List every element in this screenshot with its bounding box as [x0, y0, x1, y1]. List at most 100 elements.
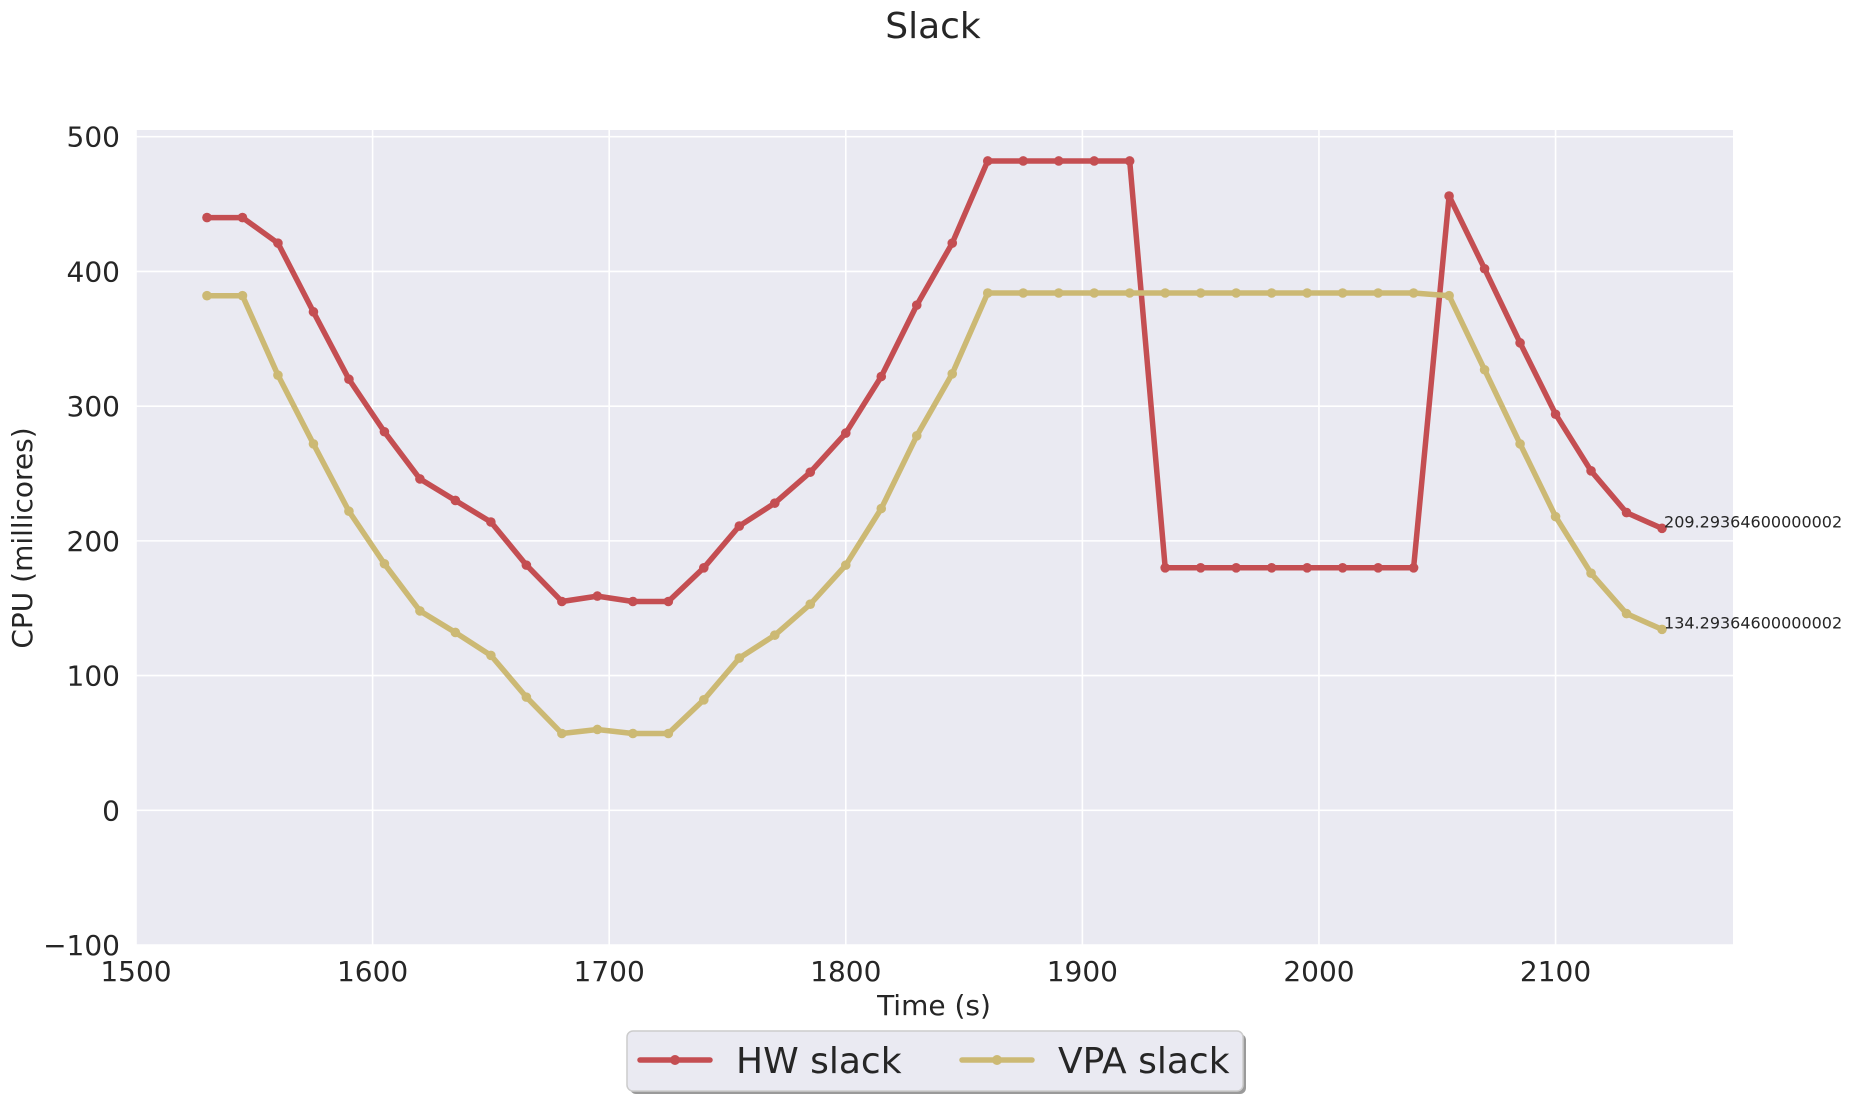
series-vpa-slack	[202, 288, 1667, 739]
legend-box	[626, 1030, 1244, 1092]
data-point	[1302, 288, 1312, 298]
data-point	[450, 627, 461, 638]
data-point	[1479, 263, 1490, 274]
data-point	[1550, 511, 1561, 522]
data-point	[1160, 563, 1170, 573]
x-tick-label: 2000	[1283, 955, 1354, 988]
end-value-label: 209.29364600000002	[1664, 512, 1842, 531]
data-point	[1231, 288, 1241, 298]
data-point	[699, 695, 709, 705]
data-point	[734, 653, 745, 663]
x-axis-label: Time (s)	[876, 989, 991, 1022]
data-point	[1586, 568, 1596, 578]
data-point	[415, 606, 425, 616]
data-point	[557, 728, 567, 739]
data-point	[663, 596, 674, 607]
data-point	[663, 728, 674, 739]
data-point	[415, 474, 425, 484]
y-tick-label: 400	[67, 255, 120, 288]
legend-swatch-marker	[670, 1055, 680, 1065]
data-point	[1124, 156, 1135, 166]
data-point	[947, 238, 958, 248]
data-point	[770, 630, 780, 640]
data-point	[628, 596, 638, 607]
data-point	[1266, 288, 1277, 298]
data-point	[1515, 439, 1525, 449]
x-tick-label: 1700	[574, 955, 645, 988]
data-point	[876, 503, 887, 514]
end-value-label: 134.29364600000002	[1664, 613, 1842, 632]
data-point	[1479, 364, 1490, 375]
data-point	[1337, 563, 1348, 573]
data-point	[628, 728, 638, 739]
plot-area	[136, 130, 1733, 945]
y-tick-label: 200	[67, 525, 120, 558]
annotations: 209.29364600000002 134.29364600000002	[1664, 512, 1842, 632]
data-point	[734, 521, 745, 531]
data-point	[1231, 563, 1241, 573]
series-line	[204, 290, 1665, 737]
data-point	[805, 467, 816, 477]
data-point	[1089, 156, 1099, 166]
data-point	[1657, 624, 1667, 635]
data-point	[1550, 409, 1561, 420]
series-layer	[202, 156, 1667, 739]
data-point	[1124, 288, 1135, 298]
data-point	[450, 495, 461, 506]
data-point	[840, 428, 851, 438]
data-point	[840, 560, 851, 570]
data-point	[1053, 156, 1064, 166]
legend: HW slack VPA slack	[626, 1030, 1246, 1094]
data-point	[237, 290, 248, 301]
x-tick-labels: 1500 1600 1700 1800 1900 2000 2100	[100, 955, 1591, 988]
data-point	[202, 290, 212, 301]
data-point	[1160, 288, 1170, 298]
legend-entry-label: HW slack	[736, 1041, 902, 1082]
data-point	[947, 369, 958, 379]
x-tick-label: 1600	[337, 955, 408, 988]
data-point	[1266, 563, 1277, 573]
data-point	[1586, 466, 1596, 476]
data-point	[770, 498, 780, 508]
data-point	[237, 212, 248, 223]
data-point	[1018, 288, 1029, 298]
data-point	[202, 212, 212, 223]
y-tick-labels: −100 0 100 200 300 400 500	[43, 121, 120, 962]
data-point	[805, 599, 816, 609]
data-point	[1302, 563, 1312, 573]
legend-swatch-marker	[992, 1055, 1002, 1065]
data-point	[273, 238, 283, 248]
data-point	[1337, 288, 1348, 298]
data-point	[344, 506, 354, 517]
data-point	[521, 560, 532, 570]
data-point	[1018, 156, 1029, 166]
data-point	[1089, 288, 1099, 298]
data-point	[273, 370, 283, 380]
data-point	[486, 650, 496, 661]
data-point	[1444, 290, 1454, 301]
data-point	[1657, 523, 1667, 534]
data-point	[379, 426, 390, 437]
y-tick-label: 500	[67, 121, 120, 154]
data-point	[982, 156, 993, 166]
data-point	[1408, 288, 1419, 298]
data-point	[1515, 338, 1525, 348]
y-tick-label: 0	[102, 794, 120, 827]
data-point	[486, 517, 496, 527]
x-tick-label: 1900	[1047, 955, 1118, 988]
y-tick-label: −100	[43, 929, 120, 962]
chart-title: Slack	[885, 6, 981, 47]
data-point	[1621, 608, 1632, 619]
data-point	[982, 288, 993, 298]
data-point	[911, 430, 922, 441]
data-point	[1408, 563, 1419, 573]
data-point	[1195, 288, 1206, 298]
data-point	[1621, 507, 1632, 518]
x-tick-label: 1500	[100, 955, 171, 988]
data-point	[592, 724, 603, 735]
data-point	[911, 300, 922, 310]
data-point	[308, 439, 319, 449]
data-point	[1373, 563, 1383, 573]
data-point	[344, 374, 354, 385]
